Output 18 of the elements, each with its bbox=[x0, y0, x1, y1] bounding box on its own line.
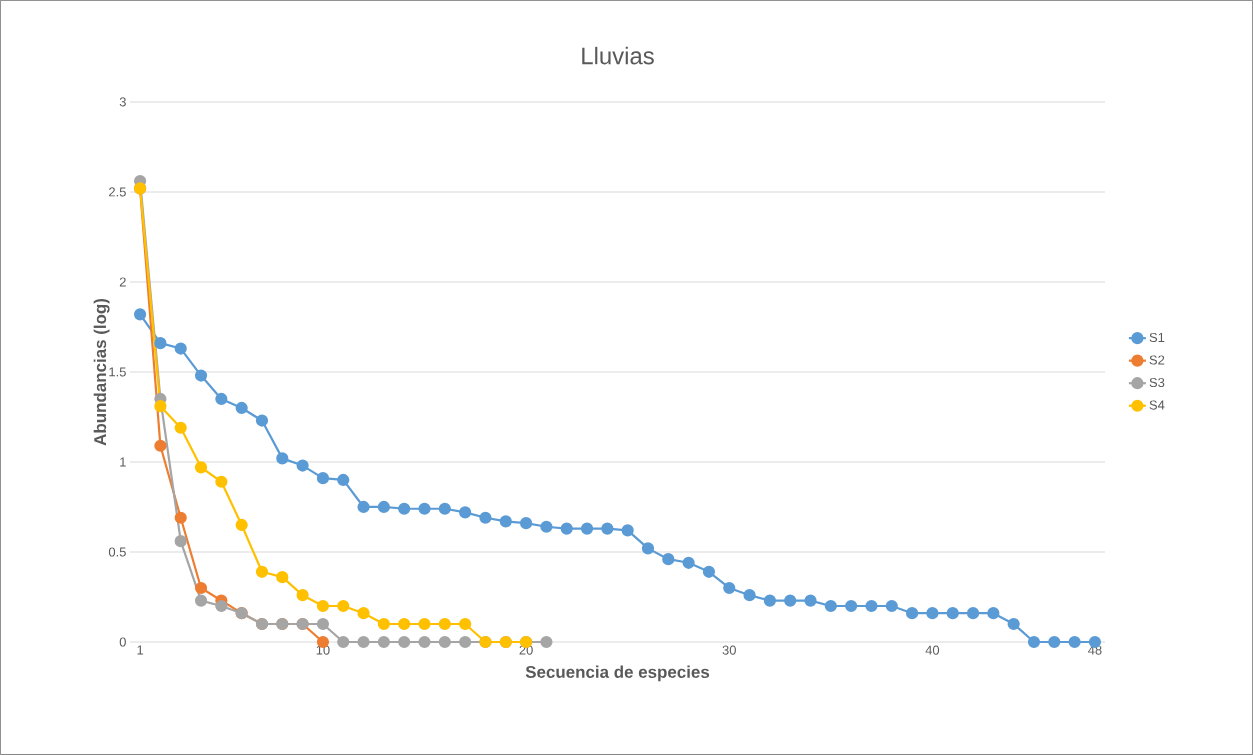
y-tick-label: 3 bbox=[119, 97, 126, 107]
y-tick-label: 1.5 bbox=[109, 367, 126, 377]
legend-label: S2 bbox=[1149, 355, 1165, 365]
x-tick-label: 10 bbox=[316, 645, 330, 655]
legend-label: S3 bbox=[1149, 377, 1165, 388]
x-tick-label: 30 bbox=[722, 645, 736, 655]
y-tick-label: 2.5 bbox=[109, 187, 126, 197]
y-tick-label: 0.5 bbox=[108, 547, 126, 557]
x-tick-label: 40 bbox=[925, 645, 940, 655]
y-tick-label: 0 bbox=[119, 637, 126, 647]
x-tick-label: 1 bbox=[137, 645, 144, 655]
legend-label: S4 bbox=[1149, 400, 1165, 410]
x-axis-title: Secuencia de especies bbox=[525, 665, 710, 682]
y-tick-label: 1 bbox=[120, 457, 126, 467]
y-tick-label: 2 bbox=[119, 277, 126, 287]
legend-label: S1 bbox=[1149, 332, 1165, 343]
y-axis-title: Abundancias (log) bbox=[93, 298, 110, 446]
chart-title: Lluvias bbox=[582, 46, 654, 65]
